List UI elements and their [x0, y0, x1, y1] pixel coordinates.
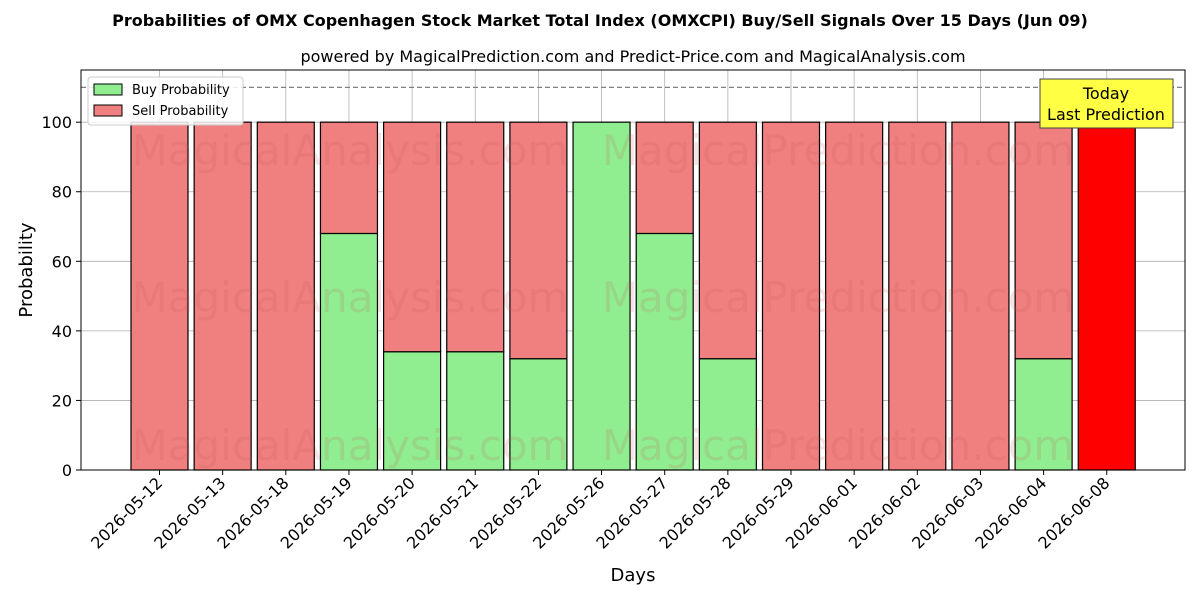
watermark: MagicalPrediction.com	[602, 421, 1075, 470]
bar-sell	[383, 121, 442, 353]
bar-sell	[319, 121, 379, 235]
bar-sell	[1014, 121, 1073, 360]
legend-swatch	[93, 83, 123, 96]
legend-label: Buy Probability	[132, 83, 230, 98]
bar-buy	[1014, 358, 1073, 471]
annotation-text: Last Prediction	[1047, 105, 1165, 124]
watermark: MagicalAnalysis.com	[132, 273, 569, 322]
y-tick-label: 0	[62, 461, 72, 480]
y-tick-label: 60	[52, 252, 72, 271]
legend-box	[87, 76, 244, 126]
bar-buy	[383, 351, 442, 471]
bar-sell	[761, 121, 821, 471]
bar-sell	[256, 121, 315, 471]
bar-sell	[698, 121, 757, 360]
chart-subtitle: powered by MagicalPrediction.com and Pre…	[300, 47, 965, 66]
bar-sell	[951, 121, 1010, 471]
bar-sell	[446, 121, 505, 353]
watermark: MagicalPrediction.com	[602, 126, 1075, 175]
bar-sell	[825, 121, 884, 471]
bar-buy	[635, 232, 694, 471]
bar-sell	[635, 121, 694, 235]
bar-sell	[1077, 121, 1136, 471]
watermark: MagicalAnalysis.com	[132, 126, 569, 175]
watermark: MagicalAnalysis.com	[132, 421, 569, 470]
y-tick-label: 40	[52, 322, 72, 341]
x-axis-label: Days	[611, 565, 656, 586]
legend-swatch	[93, 104, 123, 117]
bar-buy	[698, 358, 757, 471]
y-axis-label: Probability	[16, 222, 37, 317]
y-tick-label: 80	[52, 183, 72, 202]
chart-title: Probabilities of OMX Copenhagen Stock Ma…	[112, 11, 1088, 30]
legend-label: Sell Probability	[132, 104, 229, 119]
bar-sell	[888, 121, 947, 471]
annotation-text: Today	[1082, 84, 1129, 103]
annotation-box	[1039, 78, 1174, 129]
watermark: MagicalPrediction.com	[602, 273, 1075, 322]
y-tick-label: 20	[52, 391, 72, 410]
y-tick-label: 100	[41, 113, 72, 132]
plot-frame	[80, 69, 1186, 471]
bar-buy	[572, 121, 631, 471]
bar-sell	[509, 121, 568, 360]
